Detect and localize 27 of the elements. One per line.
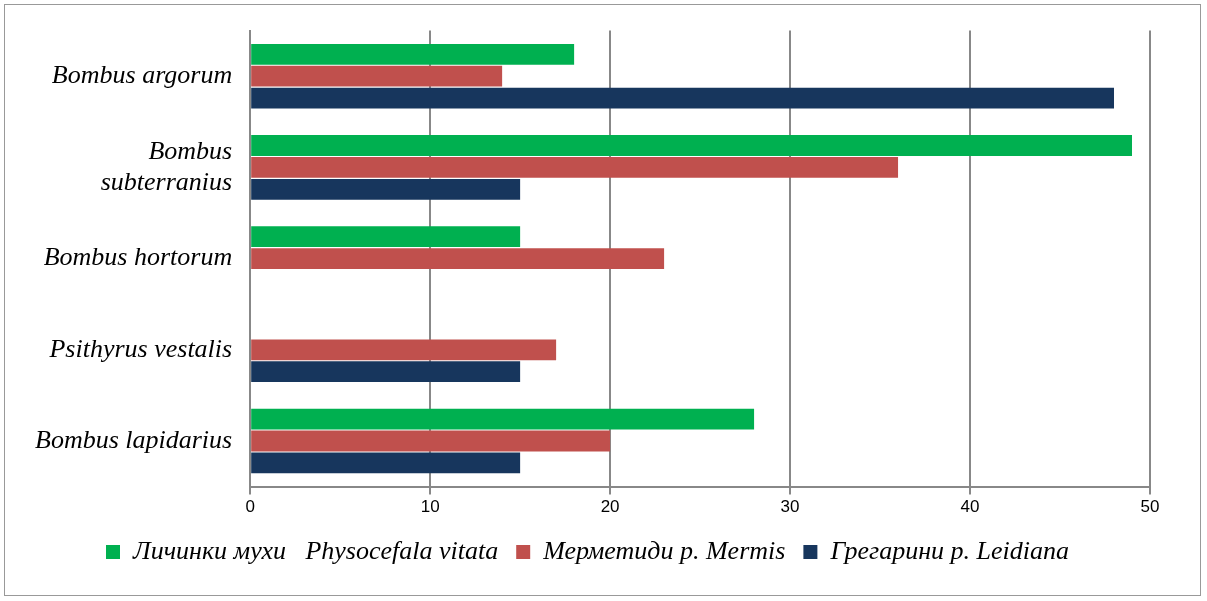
- x-tick-label: 50: [1140, 497, 1160, 517]
- x-tick-label: 10: [420, 497, 440, 517]
- bar: [251, 452, 521, 474]
- y-tick-label: Bombus hortorum: [43, 242, 233, 272]
- legend-label: Мерметиди р. Mermis: [542, 535, 786, 565]
- bar: [251, 226, 521, 248]
- legend-label: Грегарини р. Leidiana: [829, 535, 1069, 565]
- x-tick-label: 20: [600, 497, 620, 517]
- y-tick-label: Bombus lapidarius: [35, 424, 233, 454]
- bar: [251, 361, 521, 383]
- bar: [251, 65, 503, 87]
- x-tick-label: 30: [780, 497, 800, 517]
- bar: [251, 339, 557, 361]
- bar: [251, 87, 1115, 109]
- x-tick-label: 0: [245, 497, 255, 517]
- bar: [251, 248, 665, 269]
- y-tick-label: Psithyrus vestalis: [48, 333, 233, 363]
- bar: [251, 178, 521, 200]
- bar: [251, 43, 575, 65]
- legend-label: Личинки мухи Physocefala vitata: [132, 535, 499, 565]
- bar: [251, 408, 755, 430]
- bar: [251, 430, 611, 452]
- x-tick-label: 40: [960, 497, 980, 517]
- y-tick-label: Bombus subterranius: [100, 135, 233, 196]
- bar: [251, 157, 899, 178]
- bar: [251, 135, 1132, 156]
- y-tick-label: Bombus argorum: [51, 60, 233, 90]
